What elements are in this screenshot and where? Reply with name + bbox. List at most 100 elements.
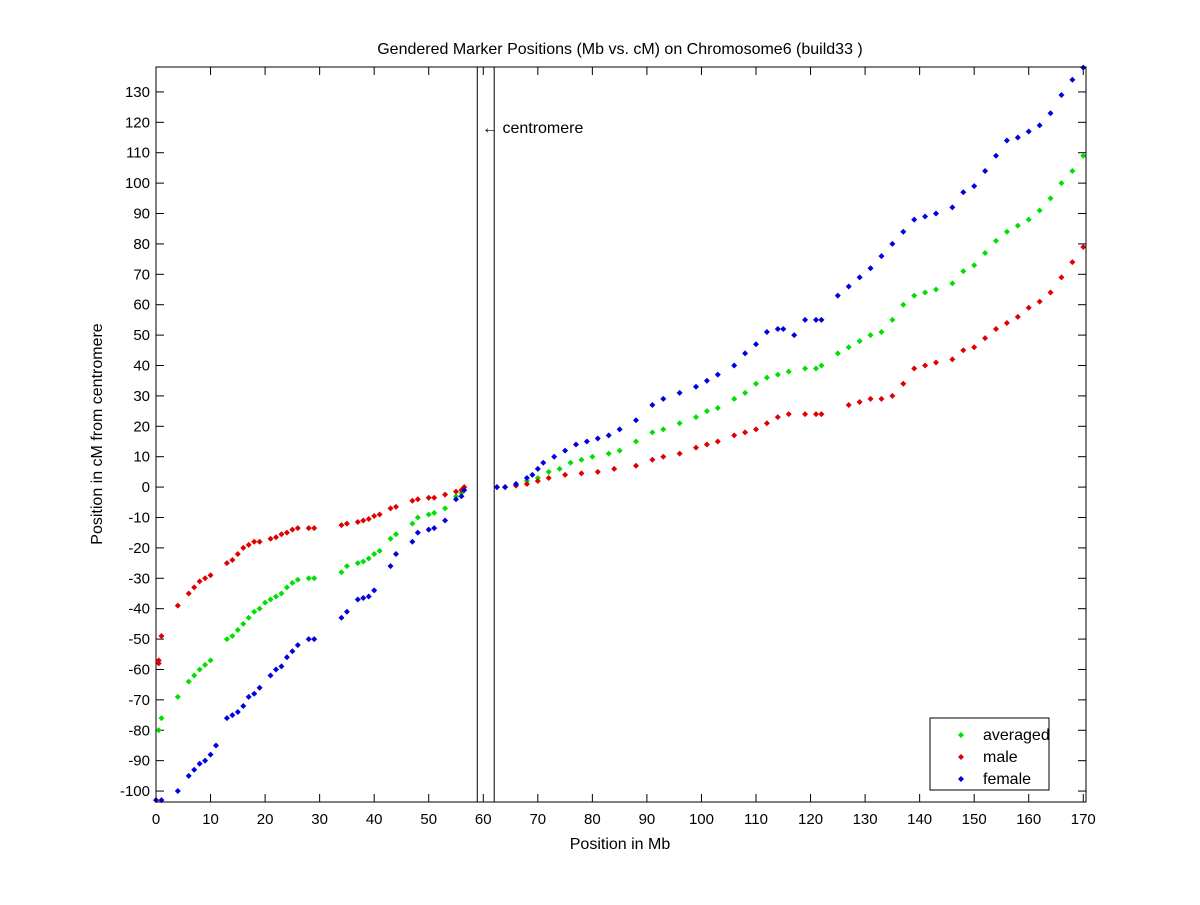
y-tick-label: 120 [125,114,150,131]
data-point-female [1003,137,1010,144]
x-tick-label: 130 [853,811,878,828]
data-point-female [283,654,290,661]
data-point-female [213,742,219,749]
data-point-female [185,772,192,779]
data-point-averaged [278,590,285,597]
data-point-male [660,453,667,460]
x-tick-label: 50 [420,811,437,828]
data-point-male [1069,259,1076,266]
data-point-female [502,484,509,491]
data-point-averaged [414,514,421,521]
data-point-averaged [731,395,738,402]
y-tick-label: -10 [128,509,150,526]
data-point-female [1047,110,1054,117]
data-point-male [338,522,345,529]
data-point-male [1047,289,1054,296]
data-point-averaged [534,474,541,481]
data-point-averaged [256,605,263,612]
data-point-female [529,471,536,478]
y-tick-label: -70 [128,692,150,709]
data-point-averaged [442,505,449,512]
data-point-male [693,444,699,451]
data-point-averaged [933,286,939,293]
data-point-female [409,538,416,545]
x-tick-label: 150 [962,811,987,828]
data-point-female [583,438,590,445]
x-tick-label: 40 [366,811,383,828]
data-point-female [573,441,579,448]
data-point-female [523,474,530,481]
x-tick-label: 30 [311,811,328,828]
data-point-female [802,316,809,323]
data-point-averaged [174,693,181,700]
y-tick-label: 60 [133,297,150,314]
legend-box [929,717,1050,791]
data-point-female [676,389,683,396]
data-point-female [223,715,230,722]
data-point-male [278,531,285,538]
data-point-male [785,411,792,418]
x-tick-label: 0 [152,811,160,828]
data-point-male [283,529,290,536]
data-point-female [1069,76,1076,83]
data-point-averaged [556,465,563,472]
data-point-female [311,636,318,643]
data-point-averaged [813,365,819,372]
data-point-female [234,709,241,716]
data-point-averaged [676,420,683,427]
data-point-female [1014,134,1021,141]
data-point-averaged [202,661,209,668]
data-point-averaged [1069,167,1076,174]
axis-ticks: 0 10 20 30 40 50 60 70 80 90 100 110 120 130 140 150 160… [120,67,1096,828]
x-tick-label: 90 [639,811,656,828]
data-point-female [354,596,361,603]
data-point-female [240,702,247,709]
data-point-male [753,426,759,433]
data-point-female [493,484,500,491]
data-point-male [245,541,252,548]
data-point-averaged [360,558,367,565]
data-point-female [365,593,372,600]
data-point-averaged [223,636,230,643]
data-point-averaged [949,280,956,287]
data-point-averaged [305,575,312,582]
data-point-male [933,359,939,366]
data-point-averaged [294,576,301,583]
x-tick-label: 10 [202,811,219,828]
data-point-averaged [289,579,296,586]
data-point-averaged [1047,195,1054,202]
data-point-male [354,519,361,526]
y-tick-label: -20 [128,540,150,557]
legend-marker-male [958,754,964,760]
data-point-averaged [660,426,667,433]
data-point-female [1036,122,1043,129]
data-point-male [1058,274,1065,281]
data-point-male [742,429,749,436]
data-point-female [900,228,907,235]
data-point-male [676,450,683,457]
data-point-averaged [982,250,989,257]
data-point-female [911,216,918,223]
data-point-averaged [311,575,318,582]
data-point-averaged [196,666,203,673]
data-point-averaged [960,268,967,275]
data-point-female [703,377,710,384]
data-point-male [273,534,279,541]
data-point-female [889,240,896,247]
centromere-label: ← centromere [482,120,583,137]
x-tick-label: 20 [257,811,274,828]
legend-label-female: female [983,771,1031,788]
data-point-female [294,642,301,649]
data-point-male [185,590,192,597]
data-point-male [845,402,852,409]
data-point-averaged [605,450,612,457]
data-point-male [867,395,874,402]
data-point-male [594,468,601,475]
data-point-female [616,426,623,433]
data-point-female [594,435,601,442]
data-point-female [605,432,612,439]
data-point-male [202,575,209,582]
data-point-averaged [763,374,770,381]
data-point-male [774,414,781,421]
data-point-averaged [343,563,350,570]
